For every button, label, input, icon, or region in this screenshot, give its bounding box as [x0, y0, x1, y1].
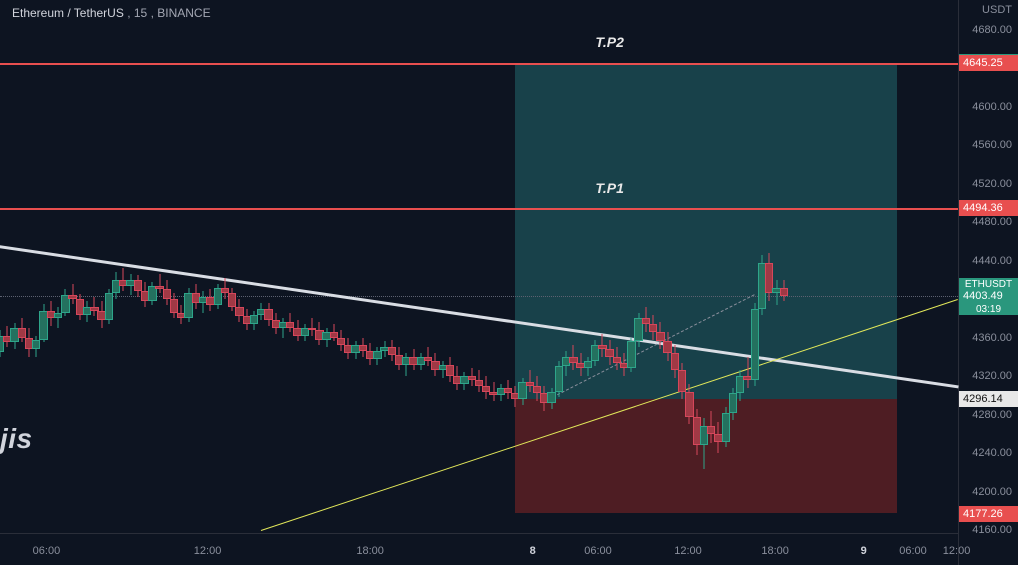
ytick: 4280.00 [972, 409, 1012, 421]
interval: 15 [134, 6, 147, 20]
ytick: 4200.00 [972, 486, 1012, 498]
ytick: 4240.00 [972, 447, 1012, 459]
chart-title: Ethereum / TetherUS , 15 , BINANCE [12, 6, 211, 20]
current-price-tag: 4403.49 [959, 288, 1018, 304]
xtick: 12:00 [194, 545, 222, 557]
ytick: 4680.00 [972, 24, 1012, 36]
chart-root: Ethereum / TetherUS , 15 , BINANCE jis T… [0, 0, 1018, 565]
price-tag: 4296.14 [959, 391, 1018, 407]
ytick: 4320.00 [972, 370, 1012, 382]
xtick: 9 [861, 545, 867, 557]
ytick: 4440.00 [972, 255, 1012, 267]
yaxis-unit: USDT [982, 4, 1012, 16]
price-tag: 4645.25 [959, 55, 1018, 71]
ytick: 4160.00 [972, 524, 1012, 536]
xtick: 12:00 [943, 545, 971, 557]
exchange: BINANCE [157, 6, 210, 20]
xtick: 18:00 [761, 545, 789, 557]
plot-area[interactable]: T.P2T.P1 [0, 20, 958, 533]
xtick: 8 [530, 545, 536, 557]
countdown: 03:19 [959, 304, 1018, 315]
time-axis[interactable]: 06:0012:0018:00806:0012:0018:00906:0012:… [0, 533, 958, 565]
price-tag: 4177.26 [959, 506, 1018, 522]
xtick: 06:00 [584, 545, 612, 557]
xtick: 12:00 [674, 545, 702, 557]
ytick: 4520.00 [972, 178, 1012, 190]
ytick: 4560.00 [972, 139, 1012, 151]
ytick: 4600.00 [972, 101, 1012, 113]
xtick: 06:00 [899, 545, 927, 557]
xtick: 06:00 [33, 545, 61, 557]
price-axis[interactable]: USDT 4680.00 4600.00 4560.00 4520.00 4480.00… [958, 0, 1018, 565]
ytick: 4360.00 [972, 332, 1012, 344]
price-tag: 4494.36 [959, 200, 1018, 216]
ytick: 4480.00 [972, 216, 1012, 228]
xtick: 18:00 [356, 545, 384, 557]
candlestick [780, 20, 788, 533]
symbol-name: Ethereum / TetherUS [12, 6, 124, 20]
